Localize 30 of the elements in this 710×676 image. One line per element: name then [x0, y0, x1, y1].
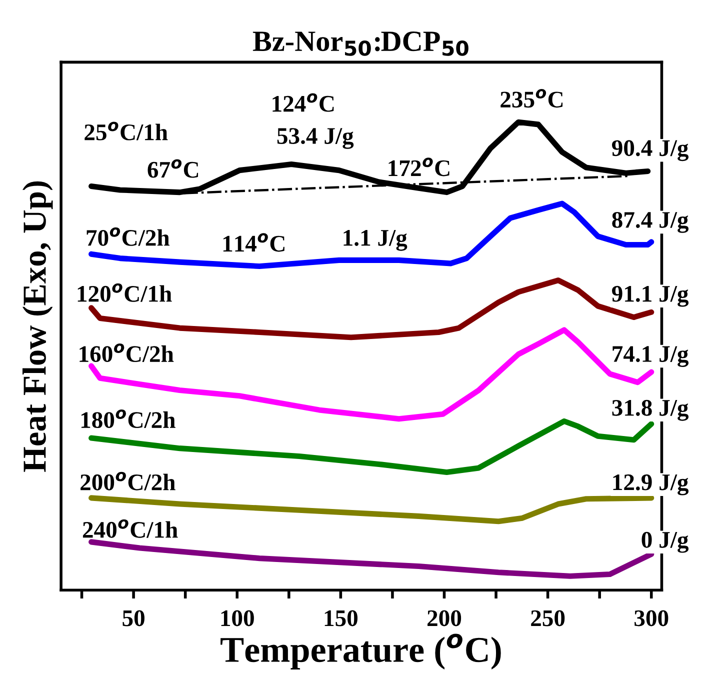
x-tick-label: 200 [428, 610, 462, 626]
annotation: 12.9 J/g [613, 474, 689, 496]
annotation: 53.4 J/g [277, 128, 354, 149]
annotation: 67$^{o}$C [148, 159, 198, 178]
annotation: 160$^{o}$C/2h [80, 344, 174, 362]
x-tick-label: 50 [122, 610, 144, 626]
annotation: 200$^{o}$C/2h [80, 472, 176, 490]
annotation: 120$^{o}$C/1h [78, 283, 172, 302]
x-tick-label: 250 [531, 610, 565, 626]
annotation: 114$^{o}$C [223, 233, 284, 252]
x-axis-title: Temperature ($^{o}$C) [220, 634, 501, 670]
y-axis-title: Heat Flow (Exo, Up) [22, 181, 53, 472]
annotation: 1.1 J/g [344, 230, 408, 251]
annotation: 25$^{o}$C/1h [84, 122, 168, 140]
annotation: 180$^{o}$C/2h [81, 410, 176, 428]
x-tick-label: 100 [221, 610, 254, 626]
annotation: 70$^{o}$C/2h [86, 227, 170, 246]
annotation: 172$^{o}$C [388, 158, 450, 176]
annotation: 74.1 J/g [612, 346, 689, 367]
x-tick-label: 300 [634, 610, 668, 626]
annotation: 90.4 J/g [612, 140, 689, 162]
annotation: 91.1 J/g [612, 286, 689, 307]
annotation: 31.8 J/g [612, 400, 689, 421]
text: 124$^{o}$C [272, 93, 334, 112]
x-tick-label: 150 [324, 610, 358, 626]
chart-title: Bz-Nor$_{50}$:DCP$_{50}$ [252, 32, 468, 56]
annotation: 240$^{o}$C/1h [82, 519, 178, 538]
annotation: 87.4 J/g [612, 212, 689, 233]
text: 235$^{o}$C [500, 89, 563, 108]
annotation: 0 J/g [642, 532, 689, 553]
